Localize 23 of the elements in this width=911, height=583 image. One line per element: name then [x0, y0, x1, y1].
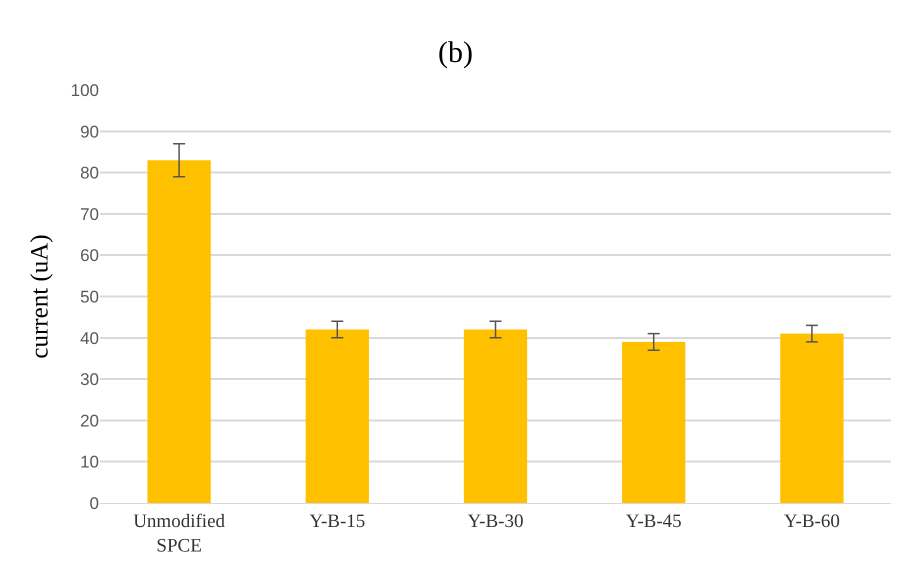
y-tick-label: 70	[80, 204, 99, 224]
y-tick-label: 90	[80, 122, 99, 142]
bar	[464, 330, 528, 503]
bar	[147, 160, 211, 503]
bar	[306, 330, 369, 503]
y-tick-label: 0	[90, 494, 99, 513]
y-tick-label: 20	[80, 411, 99, 430]
chart-title: (b)	[438, 36, 473, 69]
x-tick-label: Y-B-60	[784, 510, 840, 532]
x-tick-label: Y-B-15	[309, 510, 366, 532]
bar	[780, 334, 844, 503]
y-tick-label: 100	[70, 80, 99, 100]
x-tick-label: Y-B-30	[468, 510, 524, 532]
y-tick-label: 80	[80, 164, 99, 183]
y-tick-label: 40	[80, 328, 99, 348]
y-tick-label: 10	[80, 452, 99, 472]
x-tick-label: Unmodified SPCE	[133, 510, 226, 556]
y-tick-label: 50	[80, 287, 99, 306]
y-axis-title: current (uA)	[26, 234, 54, 359]
x-tick-label: Y-B-45	[626, 510, 682, 532]
y-tick-label: 60	[80, 246, 99, 266]
bar	[622, 342, 686, 503]
y-tick-label: 30	[80, 370, 99, 390]
